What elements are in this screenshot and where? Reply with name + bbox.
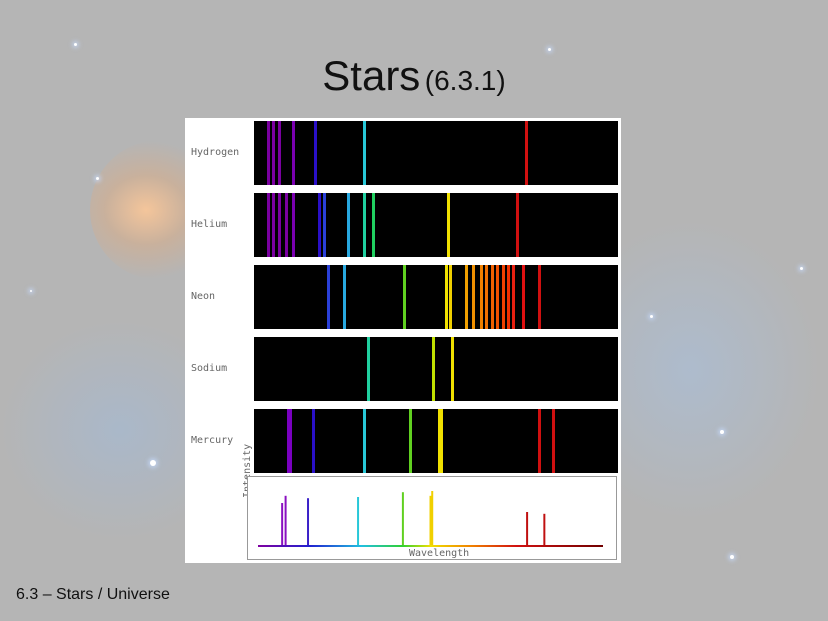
star — [150, 460, 156, 466]
spectral-line — [501, 265, 505, 329]
spectral-line — [525, 121, 529, 185]
spectral-line — [450, 337, 454, 401]
spectral-line — [277, 121, 281, 185]
spectral-line — [277, 193, 281, 257]
spectral-line — [445, 265, 449, 329]
spectral-line — [490, 265, 494, 329]
spectral-line — [437, 409, 441, 473]
star — [74, 43, 77, 46]
spectral-line — [506, 265, 510, 329]
spectral-line — [439, 409, 443, 473]
spectral-line — [537, 409, 541, 473]
spectral-line — [372, 193, 376, 257]
spectral-line — [292, 121, 296, 185]
slide-title-code: (6.3.1) — [424, 65, 506, 96]
intensity-graph — [247, 476, 617, 560]
spectral-line — [537, 265, 541, 329]
spectral-line — [288, 409, 292, 473]
spectral-line — [403, 265, 407, 329]
spectrum-band — [254, 337, 618, 401]
spectral-line — [516, 193, 520, 257]
slide-title-main: Stars — [322, 52, 421, 99]
element-label: Mercury — [191, 435, 234, 446]
star — [730, 555, 734, 559]
spectral-line — [446, 193, 450, 257]
slide-title: Stars (6.3.1) — [0, 52, 828, 100]
spectral-line — [521, 265, 525, 329]
spectral-line — [317, 193, 321, 257]
spectral-line — [552, 409, 556, 473]
spectral-line — [312, 409, 316, 473]
star — [800, 267, 803, 270]
element-label: Helium — [191, 219, 228, 230]
spectral-line — [346, 193, 350, 257]
spectral-line — [266, 193, 270, 257]
star — [650, 315, 653, 318]
spectral-line — [432, 337, 436, 401]
spectral-line — [323, 193, 327, 257]
spectrum-band — [254, 193, 618, 257]
spectral-line — [272, 121, 276, 185]
spectral-line — [408, 409, 412, 473]
star — [96, 177, 99, 180]
element-label: Neon — [191, 291, 216, 302]
spectral-line — [363, 121, 367, 185]
spectral-line — [286, 409, 290, 473]
spectral-line — [363, 409, 367, 473]
graph-baseline — [258, 545, 603, 547]
emission-spectra-figure: Intensity Wavelength Hydrogen Helium Neon S… — [185, 118, 621, 563]
star — [30, 290, 32, 292]
spectral-line — [512, 265, 516, 329]
spectral-line — [284, 193, 288, 257]
element-label: Sodium — [191, 363, 228, 374]
spectral-line — [292, 193, 296, 257]
spectral-line — [272, 193, 276, 257]
spectral-line — [465, 265, 469, 329]
spectrum-band — [254, 265, 618, 329]
spectral-line — [448, 265, 452, 329]
graph-x-axis-label: Wavelength — [409, 548, 470, 559]
slide-footer: 6.3 – Stars / Universe — [16, 586, 170, 603]
spectral-line — [366, 337, 370, 401]
spectral-line — [326, 265, 330, 329]
spectral-line — [363, 193, 367, 257]
star — [720, 430, 724, 434]
spectral-line — [343, 265, 347, 329]
spectral-line — [314, 121, 318, 185]
spectrum-band — [254, 409, 618, 473]
spectral-line — [485, 265, 489, 329]
spectral-line — [479, 265, 483, 329]
star — [548, 48, 551, 51]
spectral-line — [266, 121, 270, 185]
spectral-line — [496, 265, 500, 329]
spectrum-band — [254, 121, 618, 185]
element-label: Hydrogen — [191, 147, 240, 158]
intensity-graph-svg — [258, 491, 603, 547]
spectral-line — [472, 265, 476, 329]
